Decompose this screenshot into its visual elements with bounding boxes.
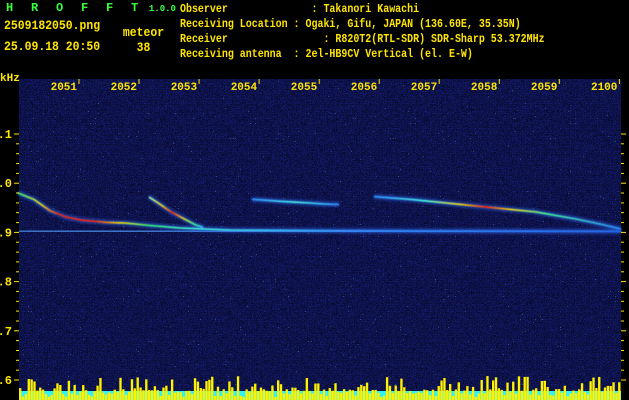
svg-text:0.6: 0.6: [0, 374, 12, 388]
svg-text:0.9: 0.9: [0, 226, 12, 240]
svg-text:0.8: 0.8: [0, 276, 12, 290]
svg-text:1.0: 1.0: [0, 177, 12, 191]
svg-text:1.1: 1.1: [0, 128, 12, 142]
svg-text:0.7: 0.7: [0, 325, 12, 339]
